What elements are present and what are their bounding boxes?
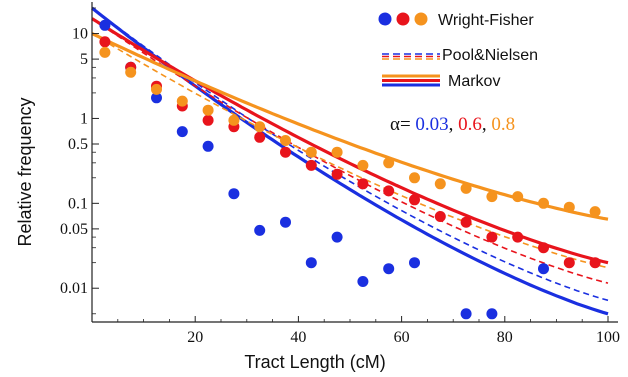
model-curves (91, 6, 609, 316)
x-tick-label-3: 80 (497, 329, 513, 346)
data-point-0-3 (176, 126, 188, 138)
y-tick-label-6: 10 (72, 26, 88, 43)
axes (91, 2, 618, 323)
y-tick-label-4: 1 (80, 110, 88, 127)
legend-label-wright-fisher: Wright-Fisher (438, 12, 534, 29)
data-point-0-5 (228, 188, 240, 200)
data-point-2-2 (151, 83, 162, 95)
data-point-2-16 (512, 191, 524, 203)
data-point-2-5 (228, 114, 240, 126)
pool-nielsen-curve-0 (91, 7, 609, 302)
data-point-1-8 (305, 159, 317, 171)
data-point-1-17 (538, 242, 549, 254)
y-axis-title: Relative frequency (15, 97, 35, 246)
data-point-1-10 (357, 178, 369, 190)
data-point-1-18 (563, 257, 575, 269)
data-point-2-7 (280, 135, 291, 146)
data-point-1-12 (409, 194, 420, 206)
data-point-2-10 (357, 159, 369, 171)
legend: Wright-Fisher Pool&Nielsen Markov α= 0.03, … (378, 12, 538, 135)
legend-dot-0 (378, 12, 392, 26)
data-point-0-10 (357, 276, 369, 287)
data-point-1-15 (486, 231, 498, 243)
x-tick-label-2: 60 (394, 329, 410, 346)
data-point-0-6 (254, 224, 266, 236)
data-point-2-11 (383, 157, 395, 169)
tick-labels: 20 40 60 80 100 0.01 0.05 0.1 0.5 1 5 10 (60, 26, 620, 346)
data-point-0-11 (383, 263, 395, 275)
pool-nielsen-curve-1 (91, 17, 609, 284)
data-point-1-11 (383, 185, 395, 197)
data-point-2-1 (125, 66, 137, 78)
data-point-2-3 (176, 95, 188, 107)
data-points (99, 19, 601, 320)
legend-alpha-values: α= 0.03, 0.6, 0.8 (390, 114, 515, 135)
x-tick-label-4: 100 (596, 329, 620, 346)
data-point-2-0 (99, 46, 111, 58)
legend-label-markov: Markov (448, 73, 500, 90)
data-point-0-12 (409, 257, 420, 269)
data-point-1-16 (512, 231, 524, 243)
data-point-2-6 (254, 121, 266, 133)
data-point-1-9 (331, 168, 343, 180)
data-point-0-15 (538, 263, 549, 275)
data-point-0-9 (331, 231, 343, 243)
y-tick-label-3: 0.5 (68, 136, 88, 153)
x-tick-label-1: 40 (290, 329, 306, 346)
data-point-2-12 (409, 172, 420, 184)
data-point-0-7 (280, 216, 291, 228)
data-point-2-19 (589, 206, 601, 218)
data-point-1-4 (202, 114, 214, 126)
data-point-1-0 (99, 36, 111, 48)
data-point-2-9 (331, 146, 343, 158)
data-point-1-19 (589, 257, 601, 269)
legend-label-pool-nielsen: Pool&Nielsen (442, 47, 538, 64)
data-point-1-7 (280, 146, 291, 158)
data-point-0-8 (305, 257, 317, 269)
y-tick-label-0: 0.01 (60, 280, 88, 297)
data-point-1-6 (254, 131, 266, 143)
data-point-2-18 (563, 201, 575, 213)
data-point-1-13 (434, 211, 446, 222)
x-axis-title: Tract Length (cM) (244, 352, 385, 372)
y-tick-label-2: 0.1 (68, 195, 88, 212)
data-point-2-4 (202, 104, 214, 116)
data-point-1-14 (460, 216, 472, 228)
data-point-0-13 (460, 308, 472, 320)
data-point-0-4 (202, 140, 214, 152)
data-point-0-14 (486, 308, 498, 320)
data-point-2-8 (305, 146, 317, 158)
pool-nielsen-curve-2 (91, 32, 609, 269)
data-point-2-14 (460, 182, 472, 194)
data-point-0-2 (151, 92, 162, 104)
legend-dot-1 (396, 12, 410, 26)
data-point-2-17 (538, 197, 549, 209)
data-point-2-15 (486, 191, 498, 203)
x-tick-label-0: 20 (187, 329, 203, 346)
data-point-2-13 (434, 178, 446, 190)
data-point-0-0 (99, 19, 111, 31)
y-tick-label-1: 0.05 (60, 221, 88, 238)
legend-dot-2 (414, 12, 428, 26)
y-tick-label-5: 5 (80, 51, 88, 68)
